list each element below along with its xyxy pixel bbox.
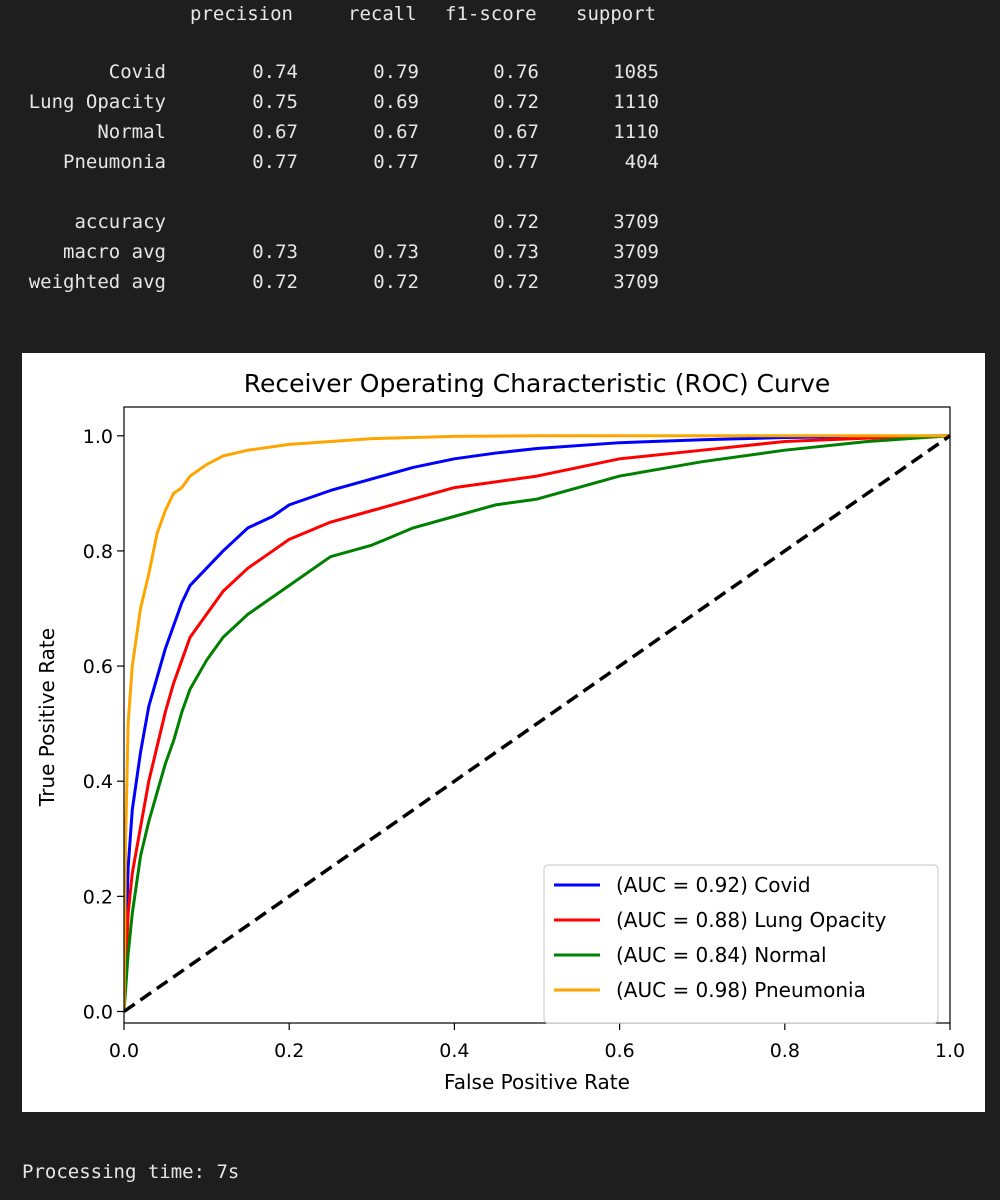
row-support: 404: [624, 151, 659, 173]
y-tick-label: 0.4: [83, 771, 113, 793]
row-label: macro avg: [63, 241, 166, 263]
row-precision: 0.75: [252, 91, 298, 113]
series-group: [124, 434, 950, 1013]
row-f1: 0.77: [493, 151, 539, 173]
header-precision: precision: [190, 3, 293, 25]
x-tick-label: 0.2: [274, 1040, 304, 1062]
legend-box: [543, 864, 939, 1024]
row-recall: 0.73: [373, 241, 419, 263]
row-precision: 0.67: [252, 121, 298, 143]
y-axis-label: True Positive Rate: [35, 628, 59, 807]
row-support: 3709: [613, 271, 659, 293]
row-precision: 0.72: [252, 271, 298, 293]
y-tick-label: 1.0: [83, 426, 113, 448]
row-f1: 0.76: [493, 61, 539, 83]
x-tick-label: 0.6: [604, 1040, 634, 1062]
row-f1: 0.72: [493, 91, 539, 113]
legend: (AUC = 0.92) Covid (AUC = 0.88) Lung Opac…: [543, 864, 939, 1024]
row-recall: 0.72: [373, 271, 419, 293]
roc-series-line: [124, 434, 950, 1012]
legend-entry-label: (AUC = 0.88) Lung Opacity: [616, 908, 887, 932]
header-recall: recall: [348, 3, 417, 25]
roc-series-line: [124, 434, 950, 1012]
plot-area: 0.0 0.2 0.4 0.6 0.8 1.0 0.0 0.2 0.4 0.6 0.8 1.0 (AUC…: [83, 406, 965, 1062]
row-recall: 0.67: [373, 121, 419, 143]
row-support: 3709: [613, 241, 659, 263]
row-label: Normal: [97, 121, 166, 143]
row-f1: 0.72: [493, 211, 539, 233]
y-tick-label: 0.2: [83, 886, 113, 908]
row-label: Lung Opacity: [28, 91, 166, 113]
legend-entry-label: (AUC = 0.92) Covid: [616, 873, 811, 897]
row-support: 1110: [613, 121, 659, 143]
row-f1: 0.67: [493, 121, 539, 143]
row-label: Pneumonia: [63, 151, 166, 173]
x-tick-label: 0.4: [439, 1040, 469, 1062]
axes-frame: [123, 406, 951, 1024]
roc-figure: Receiver Operating Characteristic (ROC) …: [22, 353, 985, 1112]
x-tick-label: 0.8: [770, 1040, 800, 1062]
roc-chart: Receiver Operating Characteristic (ROC) …: [35, 369, 965, 1094]
row-recall: 0.69: [373, 91, 419, 113]
row-f1: 0.73: [493, 241, 539, 263]
header-f1-score: f1-score: [445, 3, 537, 25]
row-precision: 0.77: [252, 151, 298, 173]
y-tick-label: 0.6: [83, 656, 113, 678]
row-f1: 0.72: [493, 271, 539, 293]
row-label: accuracy: [74, 211, 166, 233]
row-support: 3709: [613, 211, 659, 233]
x-tick-label: 1.0: [935, 1040, 965, 1062]
row-support: 1110: [613, 91, 659, 113]
legend-entry-label: (AUC = 0.84) Normal: [616, 943, 827, 967]
row-recall: 0.79: [373, 61, 419, 83]
y-tick-label: 0.8: [83, 541, 113, 563]
roc-series-line: [124, 434, 950, 1012]
chart-title: Receiver Operating Characteristic (ROC) …: [244, 369, 831, 398]
x-tick-label: 0.0: [109, 1040, 139, 1062]
processing-time: Processing time: 7s: [22, 1161, 240, 1183]
row-support: 1085: [613, 61, 659, 83]
roc-series-line: [124, 434, 950, 1012]
chance-diagonal-line: [124, 434, 950, 1013]
y-tick-label: 0.0: [83, 1001, 113, 1023]
header-support: support: [576, 3, 657, 25]
x-axis-label: False Positive Rate: [444, 1070, 630, 1094]
row-precision: 0.74: [252, 61, 298, 83]
row-label: weighted avg: [28, 271, 166, 293]
legend-entry-label: (AUC = 0.98) Pneumonia: [616, 978, 866, 1002]
row-precision: 0.73: [252, 241, 298, 263]
row-recall: 0.77: [373, 151, 419, 173]
row-label: Covid: [108, 61, 166, 83]
